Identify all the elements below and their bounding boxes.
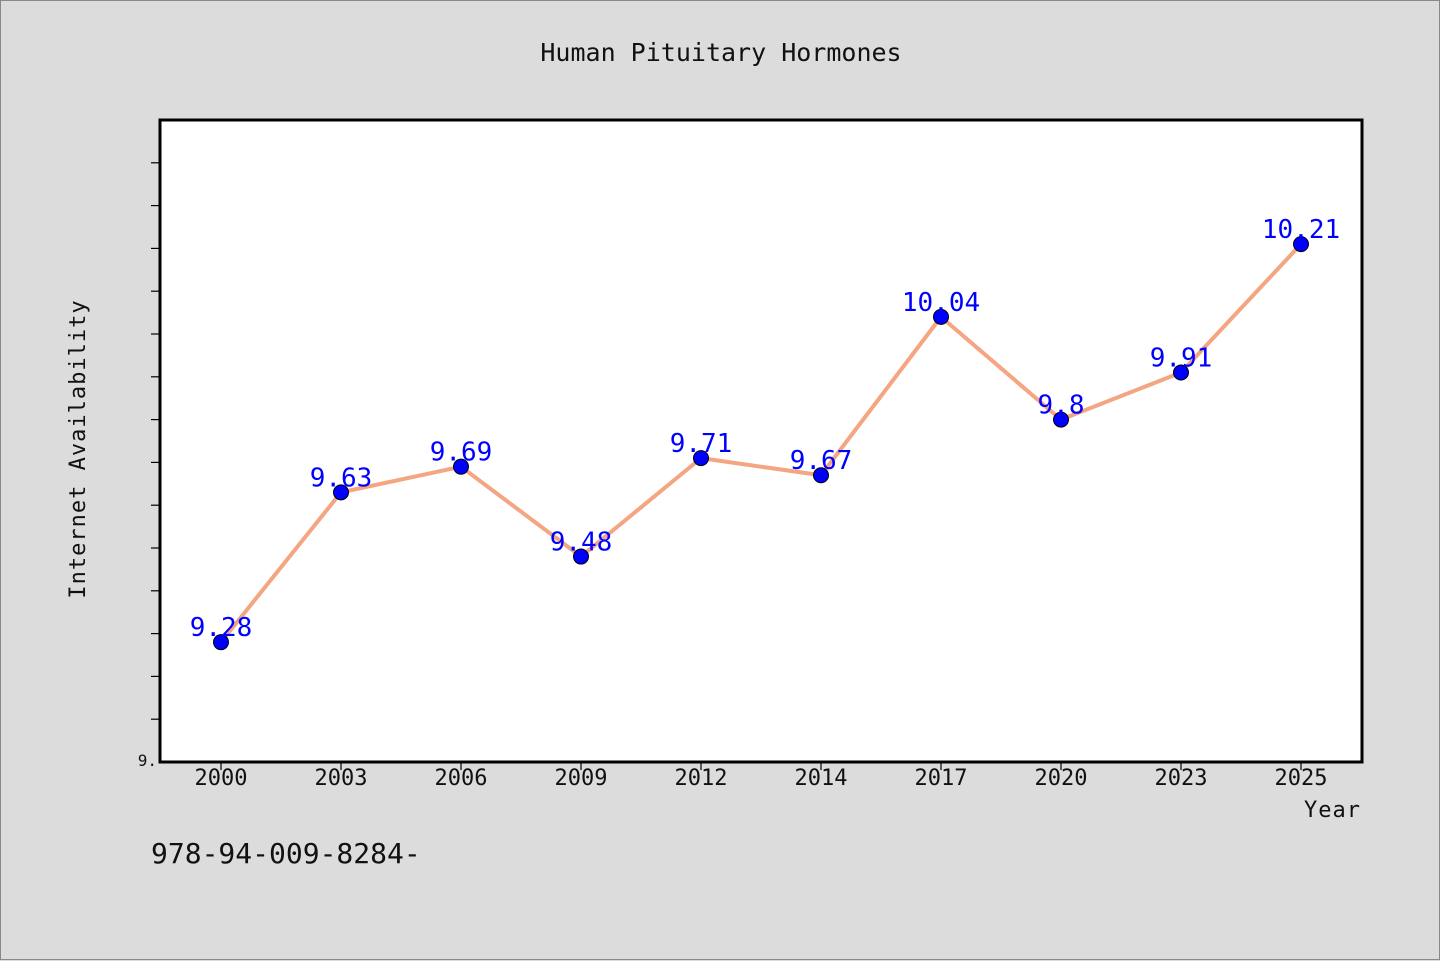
y-tick-label: 9. — [138, 751, 157, 770]
data-label: 9.71 — [670, 429, 733, 459]
data-point-marker — [1053, 411, 1069, 428]
x-tick-label: 2006 — [435, 766, 488, 791]
data-label: 9.48 — [550, 528, 613, 558]
data-label: 10.21 — [1262, 215, 1340, 245]
markers — [213, 236, 1309, 651]
x-tick-label: 2003 — [315, 766, 368, 791]
data-label: 9.91 — [1150, 344, 1213, 374]
data-point-marker — [693, 450, 709, 467]
chart-title: Human Pituitary Hormones — [540, 38, 901, 67]
data-label: 9.28 — [190, 613, 253, 643]
data-point-marker — [1293, 236, 1309, 253]
footnote: 978-94-009-8284- — [151, 837, 421, 870]
plot-area — [158, 118, 1364, 764]
data-point-marker — [933, 308, 949, 325]
x-axis-label: Year — [1304, 798, 1361, 823]
data-label: 9.69 — [430, 438, 493, 468]
data-label: 9.8 — [1038, 391, 1085, 421]
y-ticks: 9. — [138, 162, 159, 770]
x-tick-label: 2020 — [1035, 766, 1088, 791]
series-line — [219, 242, 1303, 645]
x-tick-label: 2009 — [555, 766, 608, 791]
y-axis-label: Internet Availability — [66, 299, 91, 598]
data-label: 9.67 — [790, 446, 853, 476]
data-point-marker — [573, 548, 589, 565]
series-line-group — [219, 242, 1303, 645]
x-tick-label: 2023 — [1155, 766, 1208, 791]
x-tick-label: 2025 — [1275, 766, 1328, 791]
x-tick-label: 2000 — [195, 766, 248, 791]
x-ticks: 2000 2003 2006 2009 2012 2014 2017 2020 2023 2025 — [195, 763, 1328, 791]
data-labels: 9.28 9.63 9.69 9.48 9.71 9.67 10.04 9.8 9.91 10.2… — [190, 215, 1340, 643]
x-tick-label: 2012 — [675, 766, 728, 791]
data-point-marker — [453, 458, 469, 475]
data-point-marker — [1173, 364, 1189, 381]
data-label: 10.04 — [902, 288, 980, 318]
data-label: 9.63 — [310, 463, 373, 493]
data-point-marker — [813, 467, 829, 484]
x-tick-label: 2014 — [795, 766, 848, 791]
data-point-marker — [333, 484, 349, 501]
data-point-marker — [213, 634, 229, 651]
x-tick-label: 2017 — [915, 766, 968, 791]
